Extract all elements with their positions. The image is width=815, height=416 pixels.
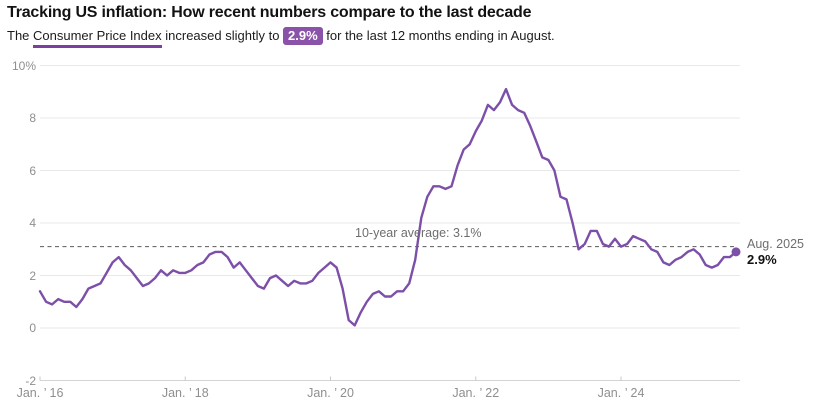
y-axis-label: -2 xyxy=(25,373,36,388)
x-axis-label: Jan. ’ 22 xyxy=(452,386,500,400)
endpoint-dot xyxy=(731,247,741,257)
x-axis-label: Jan. ’ 16 xyxy=(16,386,64,400)
x-axis-label: Jan. ’ 18 xyxy=(161,386,209,400)
cpi-line-series xyxy=(38,87,738,327)
y-axis-label: 0 xyxy=(29,321,36,335)
endpoint-value-label: 2.9% xyxy=(747,252,777,267)
y-axis-label: 10% xyxy=(11,58,36,73)
subtitle-suffix: for the last 12 months ending in August. xyxy=(322,28,555,43)
y-axis-label: 4 xyxy=(29,216,36,230)
x-axis-label: Jan. ’ 20 xyxy=(307,386,354,400)
average-line-label: 10-year average: 3.1% xyxy=(355,226,482,240)
endpoint-date-label: Aug. 2025 xyxy=(747,237,804,251)
y-axis-label: 2 xyxy=(29,268,36,283)
y-axis-label: 6 xyxy=(29,163,36,178)
y-axis-label: 8 xyxy=(29,111,36,125)
chart-subtitle: The Consumer Price Index increased sligh… xyxy=(7,27,555,48)
inflation-value-badge: 2.9% xyxy=(283,27,323,45)
x-axis-label: Jan. ’ 24 xyxy=(597,386,645,400)
subtitle-mid: increased slightly to xyxy=(161,28,284,43)
chart-title: Tracking US inflation: How recent number… xyxy=(7,4,532,21)
consumer-price-index-link[interactable]: Consumer Price Index xyxy=(33,28,162,48)
subtitle-prefix: The xyxy=(7,28,34,43)
